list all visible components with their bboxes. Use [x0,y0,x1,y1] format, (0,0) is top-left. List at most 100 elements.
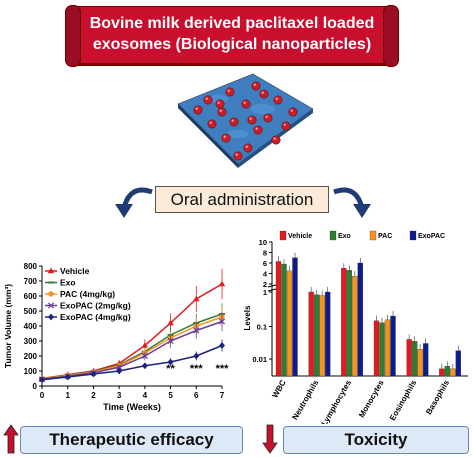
y-tick-label: 100 [24,367,38,376]
y-axis-label: Levels [243,305,252,330]
nanoparticle-dot [229,117,239,127]
title-banner: Bovine milk derived paclitaxel loaded ex… [65,5,399,67]
series-line [41,344,223,381]
nanoparticle-dot [243,143,253,153]
legend-swatch [409,230,417,241]
legend-entry: PAC (4mg/kg) [45,289,115,299]
data-point [167,337,174,345]
nanoparticle-dot [193,105,203,115]
bar-lymphocytes-vehicle [341,268,347,377]
data-point [141,352,148,360]
y-tick-label: 1 [263,288,267,297]
exosome-surface-illustration [177,73,314,168]
legend-entry: Exo [329,230,351,241]
arrow-up-icon [3,424,19,454]
nanoparticle-highlight [273,137,276,140]
bar-monocytes-pac [384,319,391,377]
y-tick-label: 2 [263,280,267,289]
x-tick-label: 4 [143,391,148,400]
legend-entry: ExoPAC (2mg/kg) [45,301,131,311]
banner-scroll-right [383,5,399,67]
y-tick-label: 6 [263,259,267,268]
y-tick-label: 700 [24,277,38,286]
legend-swatch [279,230,287,241]
nanoparticle-dot [207,119,217,129]
legend-swatch [329,230,337,241]
nanoparticle-dot [263,113,273,123]
bar-wbc-pac [286,270,293,377]
data-point [218,318,226,325]
axis-break-mark [267,288,277,292]
nanoparticle-highlight [243,101,246,104]
data-point [218,280,226,287]
nanoparticle-dot [271,135,281,145]
axis-break-mark [267,284,277,288]
y-tick-label: 0.01 [252,355,267,364]
tumor-volume-chart: 0 100 200 300 400 500 600 700 800 0 1 2 3 4 5 6 7 Time (W… [3,262,229,412]
banner-scroll-left [65,5,81,67]
x-tick-label: 3 [117,391,122,400]
legend-swatch [369,230,377,241]
nanoparticle-dot [225,87,235,97]
y-tick-label: 500 [24,307,38,316]
bar-wbc-exopac [292,257,298,377]
y-tick-label: 200 [24,352,38,361]
therapeutic-efficacy-label: Therapeutic efficacy [20,426,243,454]
legend-label: ExoPAC [418,233,445,240]
nanoparticle-dot [288,107,298,117]
data-point [141,342,149,348]
nanoparticle-highlight [227,89,230,92]
legend-label: Exo [338,233,351,240]
bar-lymphocytes-pac [352,275,358,377]
data-point [193,352,200,360]
y-tick-label: 10 [259,238,267,247]
y-tick-label: 300 [24,337,38,346]
x-tick-label: 5 [168,391,173,400]
legend-entry: Vehicle [279,230,312,241]
nanoparticle-highlight [217,101,220,104]
nanoparticle-highlight [265,115,268,118]
nanoparticle-dot [251,81,261,91]
series-line [41,320,223,380]
nanoparticle-highlight [209,121,212,124]
nanoparticle-highlight [195,107,198,110]
bar-basophils-exo [444,366,450,377]
bar-eosinophils-pac [417,349,423,377]
data-point [193,295,200,302]
x-tick-label: 6 [194,391,199,400]
arrow-down-icon [262,424,278,454]
y-tick-label: 4 [263,270,268,279]
data-point [219,342,225,349]
data-point [39,376,45,384]
bar-neutrophils-pac [319,295,325,377]
nanoparticle-highlight [219,109,222,112]
nanoparticle-dot [259,89,269,99]
significance-annotation: *** [190,363,204,375]
banner-title-line-1: Bovine milk derived paclitaxel loaded [89,15,375,32]
y-tick-label: 600 [24,292,38,301]
legend-entry: Exo [45,278,76,288]
data-point [193,327,200,334]
bar-eosinophils-vehicle [406,339,412,377]
data-point [116,364,123,371]
toxicity-label: Toxicity [283,426,469,454]
nanoparticle-highlight [249,117,252,120]
bar-monocytes-exopac [390,315,396,377]
bar-wbc-vehicle [275,261,282,377]
nanoparticle-dot [217,107,227,117]
legend-label: Vehicle [60,266,90,276]
nanoparticle-dot [281,121,291,131]
nanoparticle-dot [215,99,225,109]
legend-label: PAC [378,233,392,240]
category-label: Basophils [424,378,451,416]
y-tick-label: 400 [24,322,38,331]
bar-neutrophils-exopac [325,291,331,377]
banner-title-line-2: exosomes (Biological nanoparticles) [92,36,372,53]
y-tick-label: 0 [33,382,38,391]
nanoparticle-highlight [283,123,286,126]
right-curved-arrow-icon [333,187,371,218]
bar-neutrophils-vehicle [308,291,314,377]
y-tick-label: 800 [24,262,38,271]
nanoparticle-highlight [290,109,293,112]
data-point [48,313,54,321]
